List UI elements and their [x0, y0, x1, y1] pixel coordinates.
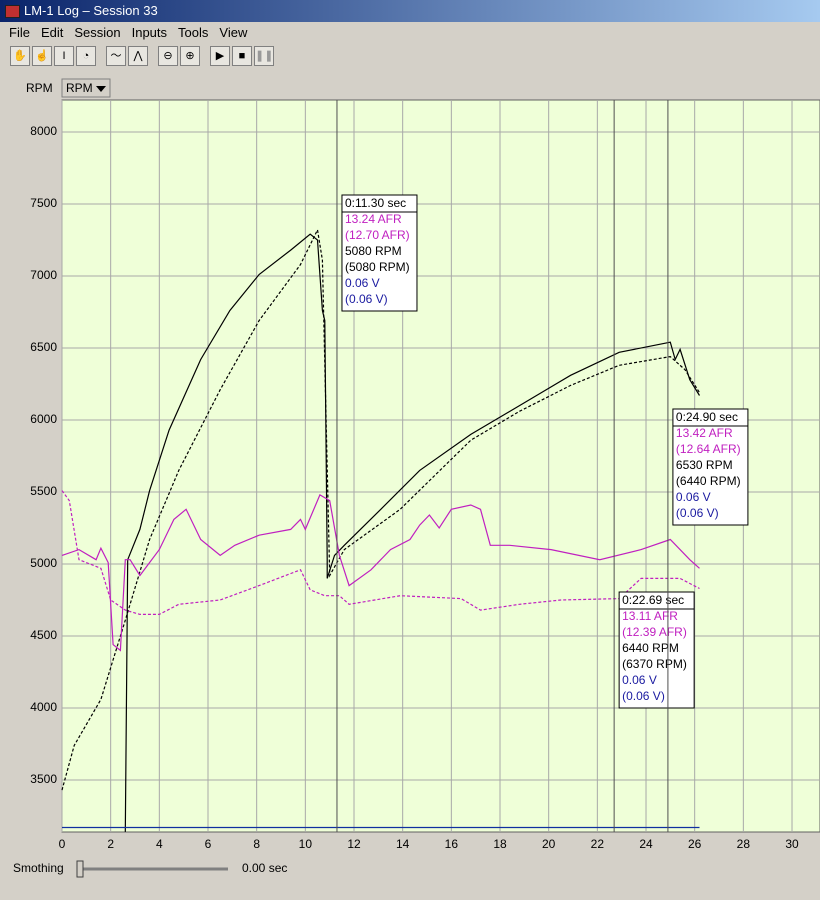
window-title: LM-1 Log – Session 33 [24, 3, 158, 18]
cursor-readout: (6440 RPM) [676, 474, 741, 488]
grab-tool[interactable]: ☝ [32, 46, 52, 66]
menu-item[interactable]: File [9, 25, 30, 40]
cursor-readout: 0.06 V [622, 673, 657, 687]
x-tick-label: 0 [59, 837, 66, 851]
y-tick-label: 4000 [30, 700, 57, 714]
cursor-readout: (0.06 V) [676, 506, 719, 520]
cursor-readout: 0:22.69 sec [622, 593, 684, 607]
cursor-readout: (12.64 AFR) [676, 442, 741, 456]
menu-item[interactable]: Tools [178, 25, 209, 40]
menu-item[interactable]: Session [74, 25, 121, 40]
cursor-readout: 0:24.90 sec [676, 410, 738, 424]
x-tick-label: 24 [639, 837, 653, 851]
smoothing-value: 0.00 sec [242, 861, 287, 875]
axis-selector-value[interactable]: RPM [66, 81, 93, 95]
y-tick-label: 5000 [30, 556, 57, 570]
cursor-readout: 6530 RPM [676, 458, 733, 472]
hand-tool[interactable]: ✋ [10, 46, 30, 66]
cursor-readout: (12.70 AFR) [345, 228, 410, 242]
menu-item[interactable]: View [219, 25, 248, 40]
cursor-tool[interactable]: I [54, 46, 74, 66]
cursor-readout: 13.42 AFR [676, 426, 733, 440]
data-line [61, 490, 700, 615]
x-tick-label: 18 [493, 837, 507, 851]
x-tick-label: 20 [542, 837, 556, 851]
x-tick-label: 26 [688, 837, 702, 851]
y-tick-label: 8000 [30, 124, 57, 138]
y-tick-label: 7000 [30, 268, 57, 282]
y-tick-label: 6000 [30, 412, 57, 426]
x-tick-label: 16 [445, 837, 459, 851]
dropdown-arrow[interactable] [96, 86, 106, 92]
cursor-box [618, 591, 695, 709]
y-tick-label: 4500 [30, 628, 57, 642]
cursor-readout: 13.24 AFR [345, 212, 402, 226]
axis-selector[interactable] [61, 78, 111, 98]
x-tick-label: 28 [737, 837, 751, 851]
x-tick-label: 4 [156, 837, 163, 851]
cursor-readout: 13.11 AFR [622, 609, 678, 623]
axis-selector-label: RPM [26, 81, 53, 95]
cursor-readout: (6370 RPM) [622, 657, 687, 671]
y-tick-label: 5500 [30, 484, 57, 498]
cursor-readout: 0.06 V [345, 276, 380, 290]
toolbar: ✋ ☝ I ◔ 〜 ⋀ ⊖ ⊕ ▶ ■ ❚❚ [10, 46, 274, 68]
gauge-tool[interactable]: ◔ [76, 46, 96, 66]
x-tick-label: 6 [205, 837, 212, 851]
data-line [61, 494, 700, 652]
play-button[interactable]: ▶ [210, 46, 230, 66]
data-line [61, 227, 701, 791]
menu-bar: File Edit Session Inputs Tools View [0, 22, 820, 44]
x-tick-label: 14 [396, 837, 410, 851]
smoothing-label: Smothing [13, 861, 64, 875]
menu-item[interactable]: Edit [40, 25, 64, 40]
cursor-box [672, 408, 749, 526]
cursor-readout: 0.06 V [676, 490, 711, 504]
x-tick-label: 2 [107, 837, 114, 851]
cursor-readout: (0.06 V) [345, 292, 388, 306]
x-tick-label: 30 [785, 837, 799, 851]
cursor-readout: (12.39 AFR) [622, 625, 687, 639]
smoothing-thumb[interactable] [76, 860, 84, 878]
smooth-view[interactable]: 〜 [106, 46, 126, 66]
raw-view[interactable]: ⋀ [128, 46, 148, 66]
x-tick-label: 8 [253, 837, 260, 851]
zoom-out[interactable]: ⊖ [158, 46, 178, 66]
y-tick-label: 3500 [30, 772, 57, 786]
zoom-in[interactable]: ⊕ [180, 46, 200, 66]
data-line [124, 233, 701, 832]
title-bar: LM-1 Log – Session 33 [0, 0, 820, 22]
pause-button[interactable]: ❚❚ [254, 46, 274, 66]
cursor-readout: (0.06 V) [622, 689, 665, 703]
stop-button[interactable]: ■ [232, 46, 252, 66]
y-tick-label: 6500 [30, 340, 57, 354]
cursor-box [341, 194, 418, 312]
app-icon [5, 5, 20, 18]
y-tick-label: 7500 [30, 196, 57, 210]
x-tick-label: 12 [347, 837, 361, 851]
cursor-readout: 0:11.30 sec [345, 196, 406, 210]
menu-item[interactable]: Inputs [131, 25, 168, 40]
x-tick-label: 10 [299, 837, 313, 851]
x-tick-label: 22 [591, 837, 605, 851]
cursor-readout: 6440 RPM [622, 641, 679, 655]
cursor-readout: 5080 RPM [345, 244, 402, 258]
cursor-readout: (5080 RPM) [345, 260, 410, 274]
